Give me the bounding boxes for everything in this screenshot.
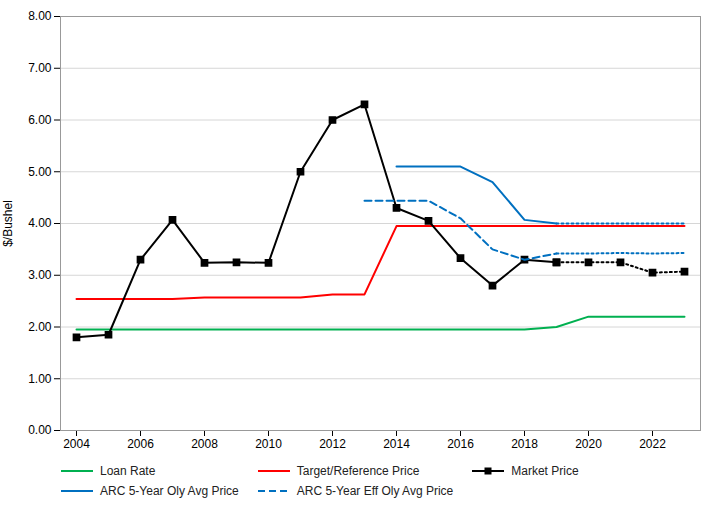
html-text:Market Price: Market Price: [511, 464, 579, 478]
html-text:Loan Rate: Loan Rate: [100, 464, 156, 478]
svg-text:2016: 2016: [447, 437, 474, 451]
svg-text:2004: 2004: [63, 437, 90, 451]
html-text:Target/Reference Price: Target/Reference Price: [296, 464, 420, 478]
svg-text:$/Bushel: $/Bushel: [1, 200, 15, 247]
svg-text:2020: 2020: [575, 437, 602, 451]
svg-text:3.00: 3.00: [28, 268, 52, 282]
svg-text:7.00: 7.00: [28, 61, 52, 75]
svg-text:2008: 2008: [191, 437, 218, 451]
svg-text:2014: 2014: [383, 437, 410, 451]
svg-text:2006: 2006: [127, 437, 154, 451]
svg-text:2.00: 2.00: [28, 320, 52, 334]
svg-text:2010: 2010: [255, 437, 282, 451]
svg-text:5.00: 5.00: [28, 165, 52, 179]
html-text:ARC 5-Year Oly Avg Price: ARC 5-Year Oly Avg Price: [100, 484, 239, 498]
svg-text:2012: 2012: [319, 437, 346, 451]
svg-text:8.00: 8.00: [28, 9, 52, 23]
svg-text:6.00: 6.00: [28, 113, 52, 127]
svg-text:2022: 2022: [639, 437, 666, 451]
html-text:ARC 5-Year Eff Oly Avg Price: ARC 5-Year Eff Oly Avg Price: [296, 484, 454, 498]
svg-text:1.00: 1.00: [28, 372, 52, 386]
svg-text:2018: 2018: [511, 437, 538, 451]
svg-text:4.00: 4.00: [28, 216, 52, 230]
svg-text:0.00: 0.00: [28, 423, 52, 437]
